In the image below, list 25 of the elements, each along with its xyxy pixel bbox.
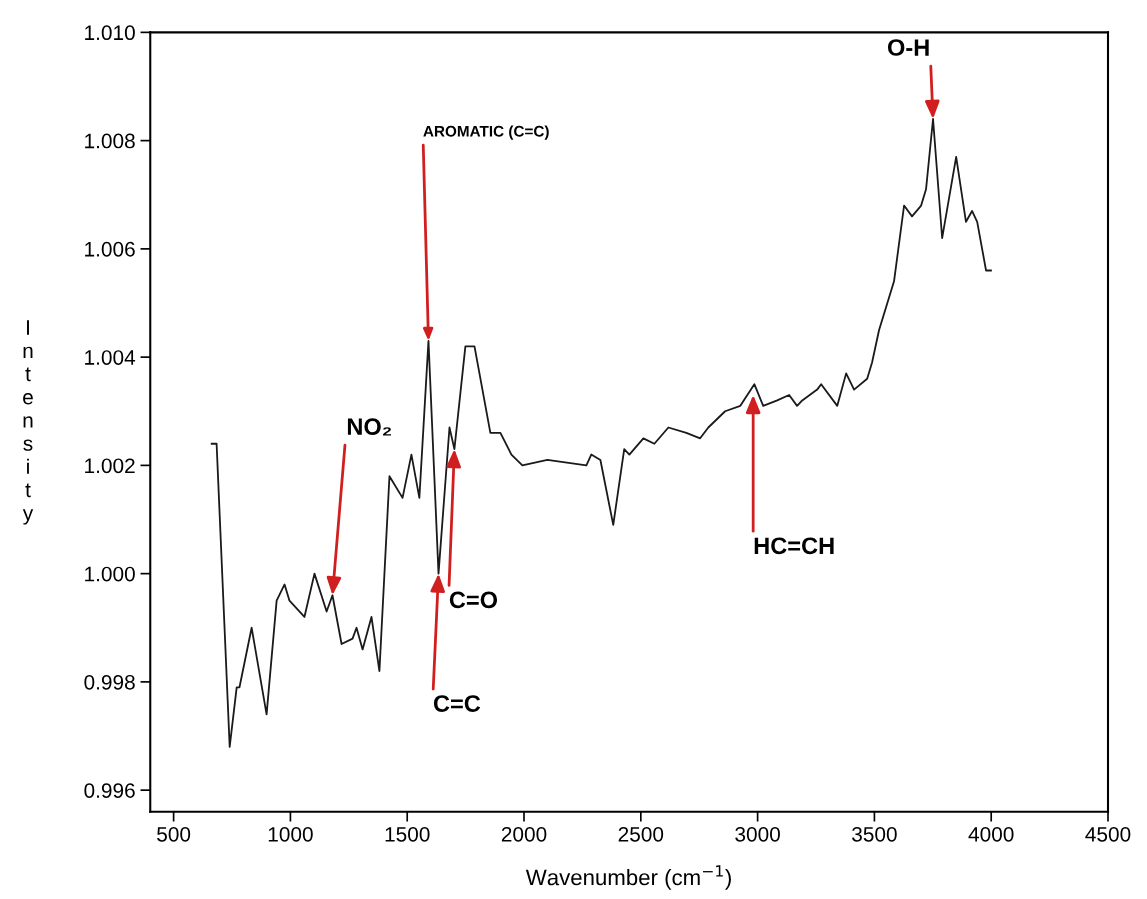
annotation: C=O [449,591,498,609]
x-tick-label: 1000 [268,826,313,842]
annotation: HC=CH [754,537,834,555]
y-tick-label: 1.000 [85,566,135,582]
y-tick-label: 1.010 [85,25,135,41]
y-tick-label: 1.008 [85,133,135,149]
x-tick-label: 4000 [968,826,1014,842]
y-tick-label: 1.004 [85,350,136,365]
y-tick-label: 1.006 [85,241,135,257]
text: Intensity [22,320,34,525]
annotation: O-H [887,39,929,56]
x-tick-label: 3000 [735,826,780,842]
x-tick-label: 4500 [1085,826,1131,842]
x-tick-label: 500 [157,826,191,842]
x-axis-title: Wavenumber (cm$^{−1}$) [525,865,731,890]
annotation: AROMATIC (C=C) [423,125,549,140]
x-tick-label: 2500 [618,826,664,842]
y-tick-label: 0.996 [84,783,135,798]
y-tick-label: 1.002 [85,458,135,474]
x-tick-label: 1500 [385,826,430,842]
annotation: C=C [433,695,481,712]
x-tick-label: 3500 [852,826,897,842]
annotation: NO₂ [347,418,392,436]
y-tick-label: 0.998 [84,674,135,690]
x-tick-label: 2000 [501,826,547,842]
